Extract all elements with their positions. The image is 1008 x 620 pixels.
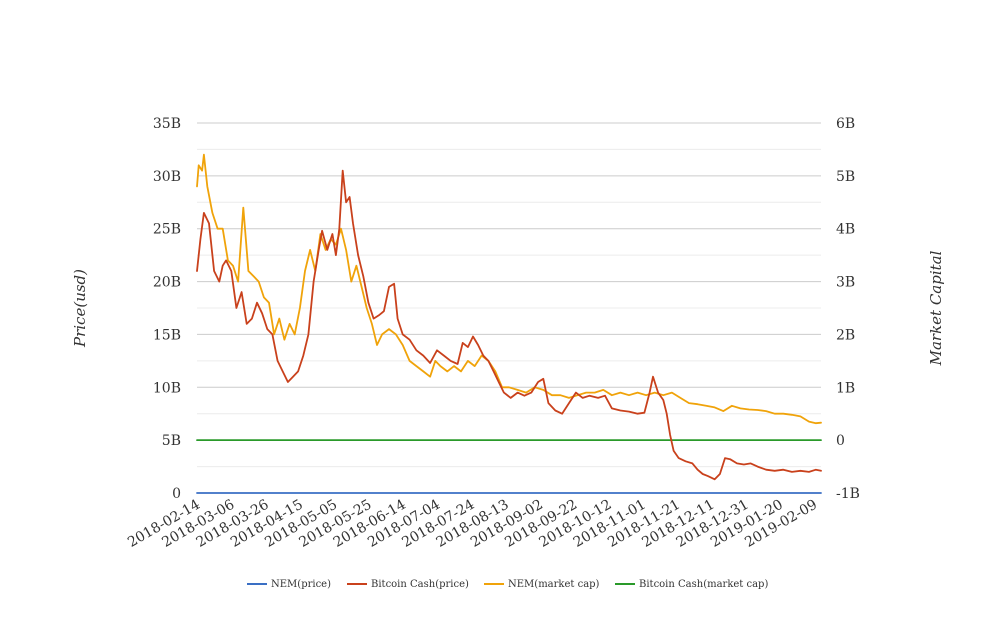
legend: NEM(price) Bitcoin Cash(price) NEM(market …: [247, 579, 768, 590]
right-tick-label: 3B: [836, 275, 855, 291]
left-tick-label: 15B: [153, 327, 181, 343]
left-tick-label: 0: [172, 486, 181, 502]
right-axis-ticks: -1B 0 1B 2B 3B 4B 5B 6B: [836, 116, 860, 502]
left-tick-label: 35B: [153, 116, 181, 132]
legend-label: NEM(price): [271, 579, 331, 590]
y-axis-title-right: Market Capital: [927, 250, 945, 366]
series-line-1: [196, 169, 822, 481]
left-tick-label: 5B: [162, 433, 181, 449]
right-tick-label: -1B: [836, 486, 860, 502]
series-lines: [196, 153, 822, 494]
y-axis-title-left: Price(usd): [71, 269, 89, 348]
right-tick-label: 4B: [836, 222, 855, 238]
legend-label: Bitcoin Cash(market cap): [639, 579, 768, 590]
x-axis-ticks: 2018-02-142018-03-062018-03-262018-04-15…: [125, 497, 820, 551]
left-tick-label: 10B: [153, 380, 181, 396]
gridlines: [197, 122, 821, 494]
legend-label: NEM(market cap): [508, 579, 600, 590]
right-tick-label: 0: [836, 433, 845, 449]
right-tick-label: 2B: [836, 327, 855, 343]
series-line-2: [196, 153, 822, 425]
right-tick-label: 6B: [836, 116, 855, 132]
left-axis-ticks: 0 5B 10B 15B 20B 25B 30B 35B: [153, 116, 181, 502]
left-tick-label: 25B: [153, 222, 181, 238]
right-tick-label: 5B: [836, 169, 855, 185]
legend-label: Bitcoin Cash(price): [371, 579, 469, 590]
right-tick-label: 1B: [836, 380, 855, 396]
left-tick-label: 30B: [153, 169, 181, 185]
left-tick-label: 20B: [153, 275, 181, 291]
